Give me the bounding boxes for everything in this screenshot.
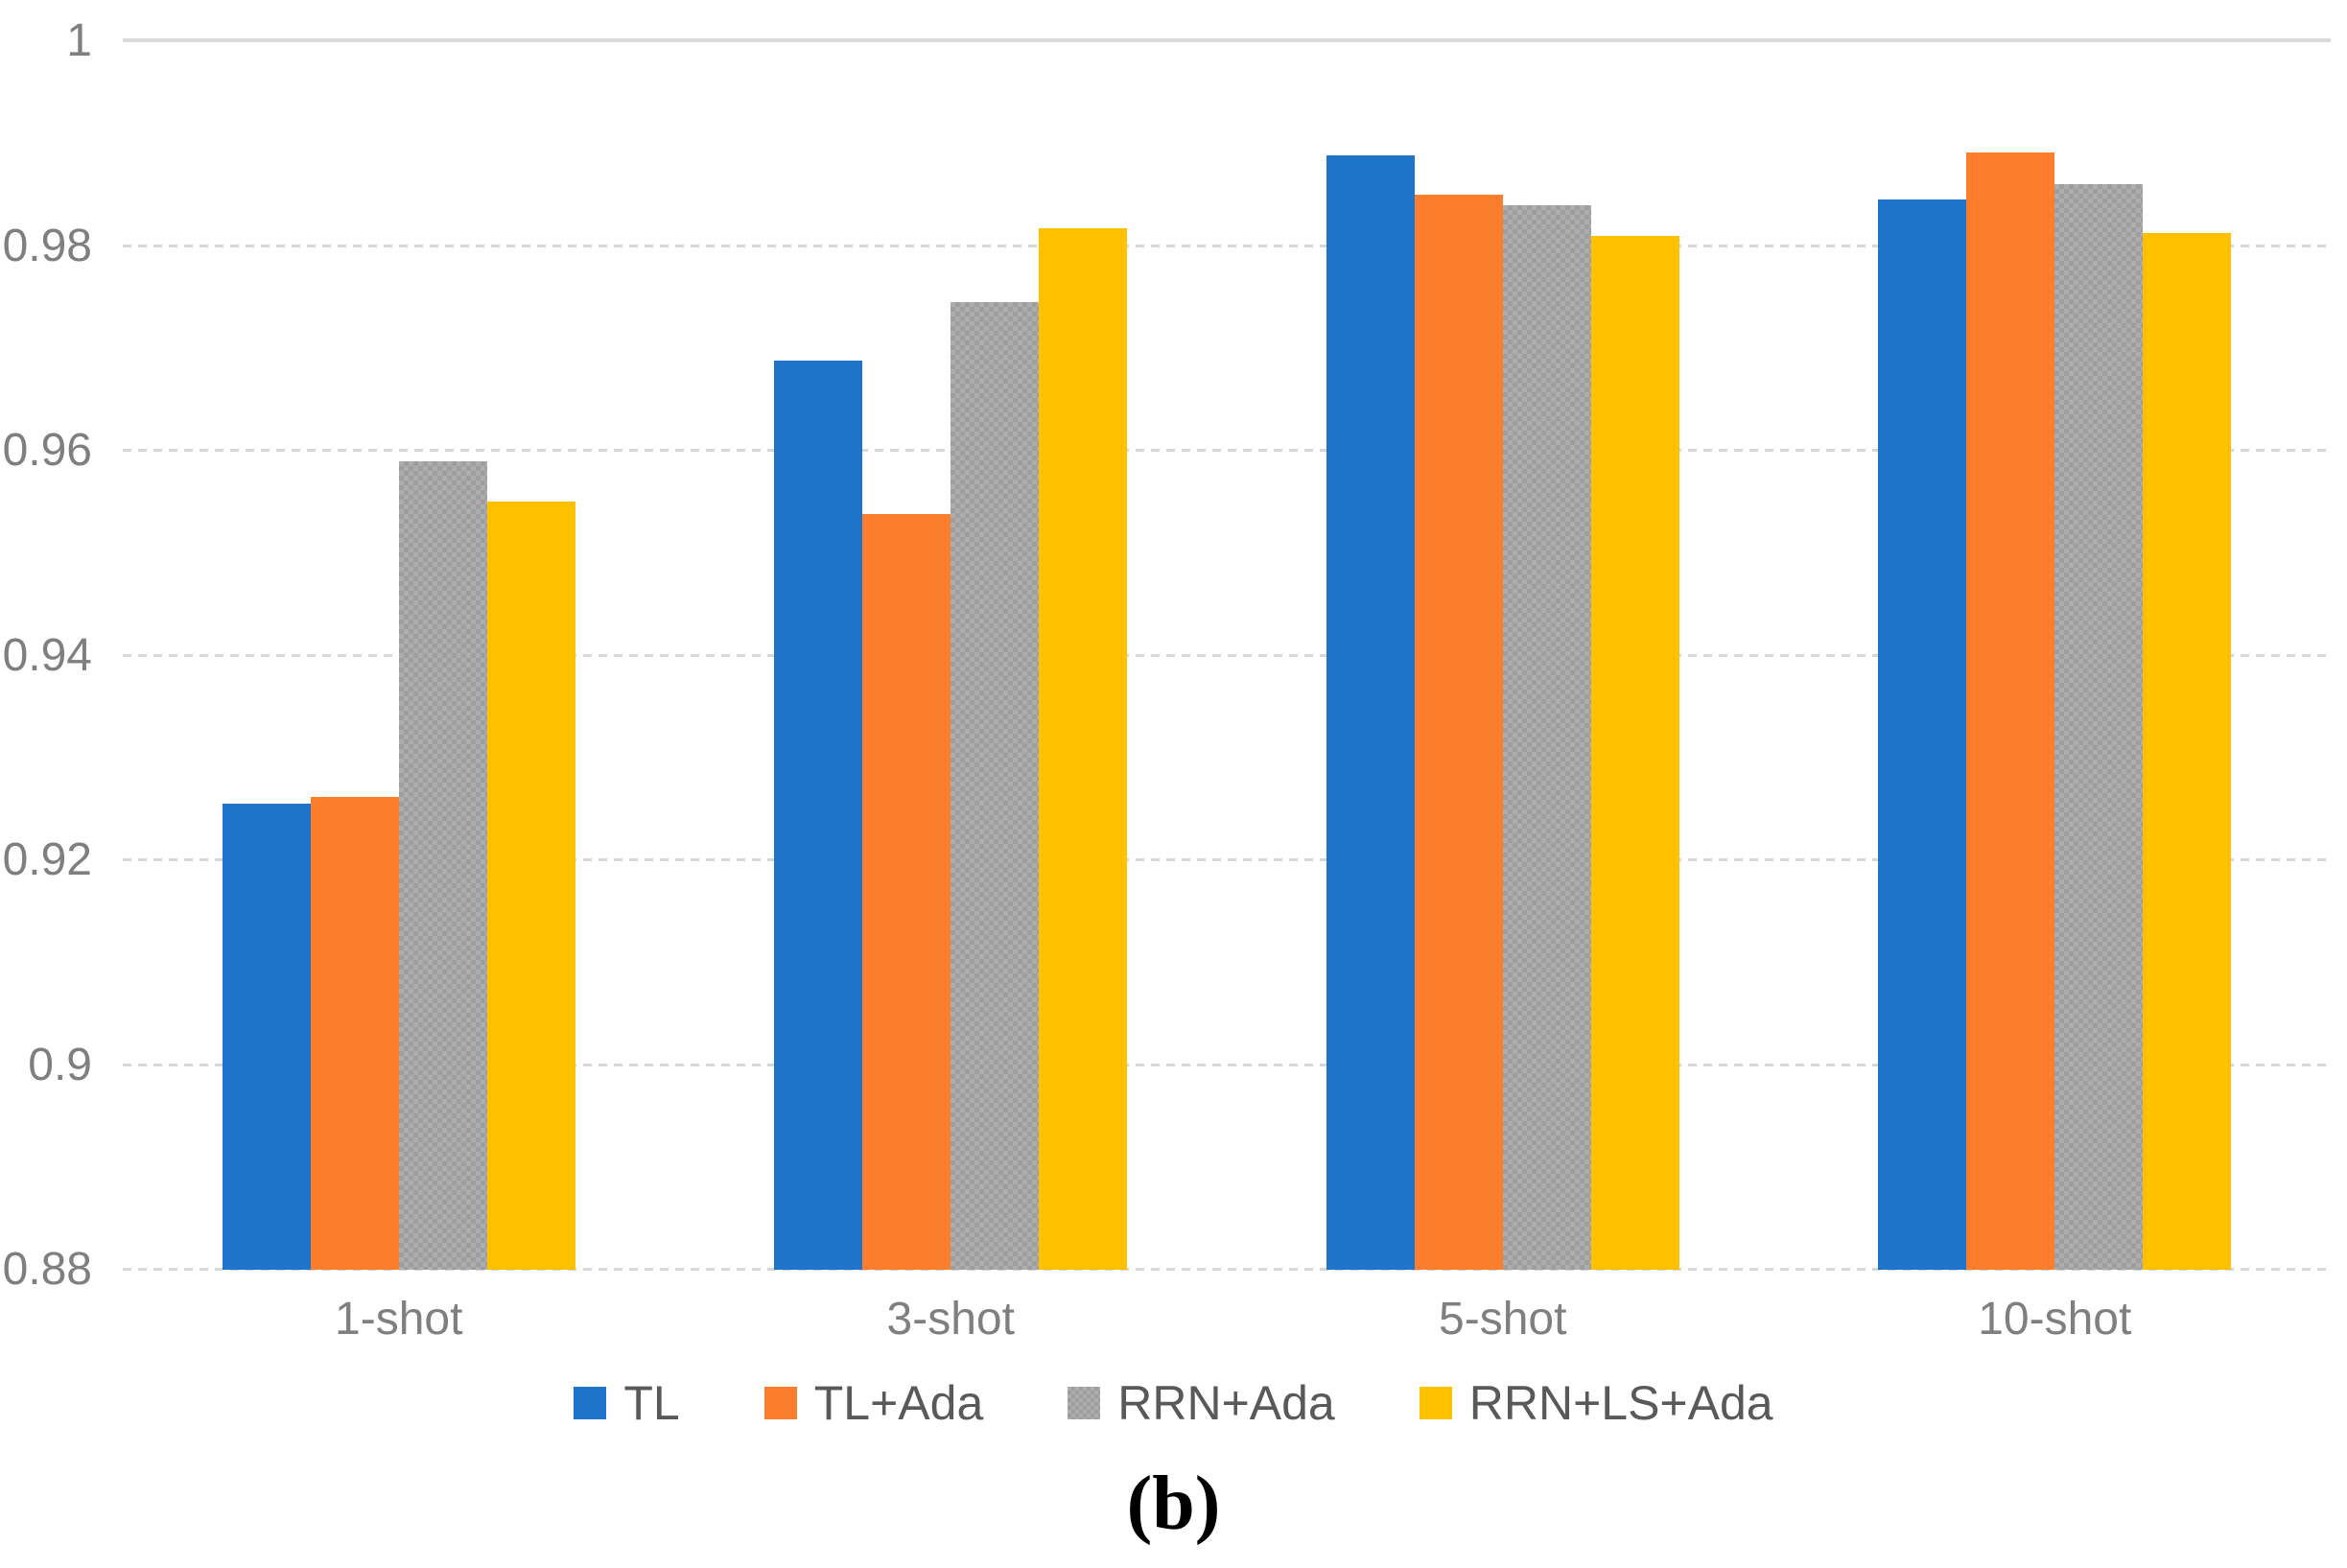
bar-group-1-shot — [123, 41, 675, 1270]
gridline-0.94 — [123, 653, 2331, 657]
bar-RRN+LS+Ada-1-shot — [486, 502, 575, 1270]
gridline-0.98 — [123, 244, 2331, 247]
legend-item-RRN+Ada: RRN+Ada — [1068, 1379, 1335, 1427]
y-tick-label-0.94: 0.94 — [2, 629, 92, 681]
bar-RRN+Ada-3-shot — [951, 302, 1040, 1270]
gridline-1 — [123, 38, 2331, 42]
legend-item-TL: TL — [574, 1376, 680, 1430]
plot-area — [123, 38, 2331, 1271]
bar-RRN+Ada-10-shot — [2054, 184, 2144, 1270]
bar-RRN+LS+Ada-10-shot — [2143, 232, 2232, 1270]
bar-TL+Ada-5-shot — [1414, 195, 1503, 1270]
legend-label: RRN+LS+Ada — [1468, 1376, 1773, 1430]
gridline-0.88 — [123, 1268, 2331, 1271]
bar-TL-10-shot — [1878, 199, 1967, 1270]
legend-label: TL+Ada — [813, 1376, 984, 1430]
gridline-0.96 — [123, 449, 2331, 452]
bar-TL+Ada-1-shot — [310, 796, 399, 1270]
x-tick-label-10-shot: 10-shot — [1978, 1294, 2132, 1345]
y-tick-label-0.92: 0.92 — [2, 834, 92, 885]
y-tick-label-1: 1 — [66, 15, 92, 66]
bar-group-3-shot — [675, 41, 1228, 1270]
y-axis: 0.88 0.9 0.92 0.94 0.96 0.98 1 — [0, 18, 92, 1293]
bar-group-10-shot — [1779, 41, 2332, 1270]
y-tick-label-0.98: 0.98 — [2, 220, 92, 271]
bar-groups — [123, 41, 2331, 1270]
bar-group-5-shot — [1227, 41, 1779, 1270]
legend-label: TL — [623, 1376, 680, 1430]
legend: TL TL+Ada RRN+Ada RRN+LS+Ada — [0, 1379, 2347, 1427]
bar-RRN+LS+Ada-5-shot — [1590, 235, 1679, 1270]
legend-swatch-icon — [763, 1387, 797, 1419]
x-axis: 1-shot 3-shot 5-shot 10-shot — [123, 1297, 2331, 1343]
bar-TL+Ada-10-shot — [1966, 152, 2055, 1270]
x-tick-label-3-shot: 3-shot — [886, 1294, 1015, 1345]
y-tick-label-0.96: 0.96 — [2, 425, 92, 476]
x-tick-label-5-shot: 5-shot — [1439, 1294, 1567, 1345]
figure-caption: (b) — [1126, 1462, 1221, 1546]
bar-RRN+Ada-5-shot — [1502, 204, 1591, 1270]
legend-swatch-icon — [1419, 1387, 1452, 1419]
legend-item-RRN+LS+Ada: RRN+LS+Ada — [1419, 1376, 1773, 1430]
gridline-0.92 — [123, 858, 2331, 861]
bar-TL+Ada-3-shot — [862, 514, 951, 1270]
legend-item-TL+Ada: TL+Ada — [763, 1376, 984, 1430]
bar-RRN+Ada-1-shot — [398, 460, 487, 1270]
gridline-0.9 — [123, 1063, 2331, 1066]
x-tick-label-1-shot: 1-shot — [335, 1294, 463, 1345]
legend-swatch-icon — [574, 1387, 607, 1419]
bar-RRN+LS+Ada-3-shot — [1039, 228, 1128, 1270]
y-tick-label-0.88: 0.88 — [2, 1244, 92, 1295]
bar-TL-5-shot — [1326, 154, 1415, 1270]
bar-TL-1-shot — [222, 804, 311, 1270]
legend-label: RRN+Ada — [1117, 1376, 1335, 1430]
legend-swatch-icon — [1068, 1387, 1101, 1419]
y-tick-label-0.9: 0.9 — [28, 1039, 92, 1090]
bar-TL-3-shot — [774, 361, 863, 1270]
